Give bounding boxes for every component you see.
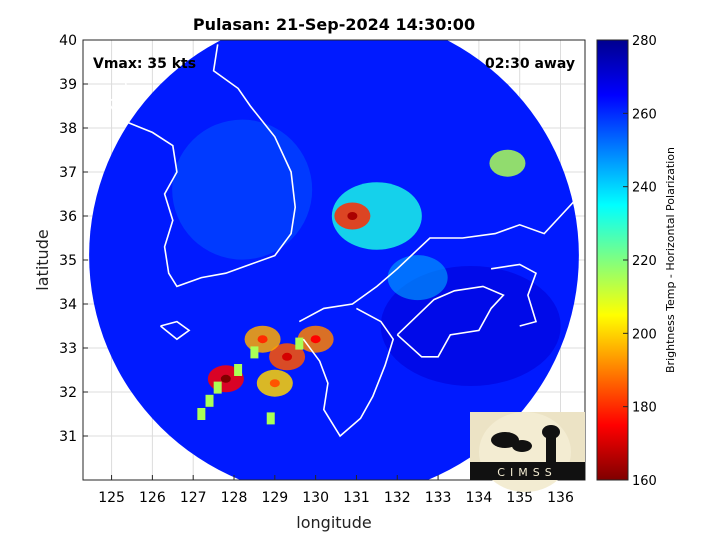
colorbar-label: Brightness Temp - Horizontal Polarizatio…: [664, 147, 677, 373]
convective-streak: [197, 408, 206, 420]
colorbar-tick-label: 260: [632, 107, 657, 122]
x-tick-label: 135: [506, 490, 533, 506]
time-away-annotation: 02:30 away: [485, 56, 575, 72]
feature-core: [310, 335, 321, 344]
vmax-annotation: Vmax: 35 kts: [93, 56, 196, 72]
y-axis: 31 32 33 34 35 36 37 38 39 40: [59, 33, 88, 445]
y-tick-label: 35: [59, 253, 77, 269]
logo-banner: [470, 462, 585, 480]
y-tick-label: 34: [59, 297, 77, 313]
feature-core: [282, 352, 293, 361]
coastline: [159, 320, 191, 341]
coastline: [396, 285, 505, 358]
x-tick-label: 133: [425, 490, 452, 506]
colorbar-tick-label: 180: [632, 401, 657, 416]
coastlines: [106, 43, 585, 438]
colorbar-tick-label: 160: [632, 474, 657, 489]
y-tick-label: 33: [59, 341, 77, 357]
colorbar: [596, 39, 629, 481]
y-tick-label: 40: [59, 33, 77, 49]
convective-streak: [266, 412, 275, 425]
x-tick-label: 131: [343, 490, 370, 506]
colorbar-tick-label: 280: [632, 34, 657, 49]
feature-core: [347, 212, 358, 220]
y-tick-label: 31: [59, 429, 77, 445]
y-axis-label: latitude: [33, 229, 52, 290]
x-tick-label: 128: [221, 490, 248, 506]
feature-core: [257, 335, 268, 344]
logo-text: CIMSS: [497, 466, 556, 479]
x-tick-label: 132: [384, 490, 411, 506]
feature-warm-spot: [489, 149, 526, 177]
x-tick-label: 136: [547, 490, 574, 506]
coastline: [298, 189, 585, 323]
y-tick-label: 36: [59, 209, 77, 225]
cimss-logo: CIMSS: [470, 412, 585, 492]
satellite-dish-icon: [491, 432, 519, 448]
water-tower-tank-icon: [542, 425, 560, 439]
coastline: [106, 43, 297, 288]
feature-core: [269, 379, 280, 388]
x-axis-label: longitude: [296, 513, 371, 532]
coastline: [302, 307, 395, 438]
colorbar-ticks: 160 180 200 220 240 260 280: [623, 34, 657, 489]
feature-core: [220, 374, 231, 383]
colorbar-tick-label: 240: [632, 181, 657, 196]
swath-region: [172, 119, 313, 260]
x-tick-label: 129: [261, 490, 288, 506]
y-tick-label: 38: [59, 121, 77, 137]
feature-rain-band: [387, 255, 448, 301]
x-axis: 125 126 127 128 129 130 131 132 133 134 135 136: [98, 475, 574, 506]
colorbar-tick-label: 220: [632, 254, 657, 269]
convective-streak: [205, 394, 214, 407]
feature-cloud-band: [331, 182, 422, 250]
convective-streak: [250, 346, 259, 359]
convective-streak: [234, 364, 243, 376]
satellite-dish-icon: [512, 440, 532, 452]
convective-streak: [295, 337, 304, 350]
x-tick-label: 127: [180, 490, 207, 506]
x-tick-label: 126: [139, 490, 166, 506]
y-tick-label: 39: [59, 77, 77, 93]
chart-title: Pulasan: 21-Sep-2024 14:30:00: [193, 15, 475, 34]
convective-streak: [213, 381, 222, 394]
x-tick-label: 134: [466, 490, 493, 506]
y-tick-label: 32: [59, 385, 77, 401]
x-tick-label: 125: [98, 490, 125, 506]
colorbar-tick-label: 200: [632, 327, 657, 342]
water-tower-icon: [546, 434, 556, 462]
x-tick-label: 130: [302, 490, 329, 506]
coastline: [490, 263, 538, 327]
y-tick-label: 37: [59, 165, 77, 181]
